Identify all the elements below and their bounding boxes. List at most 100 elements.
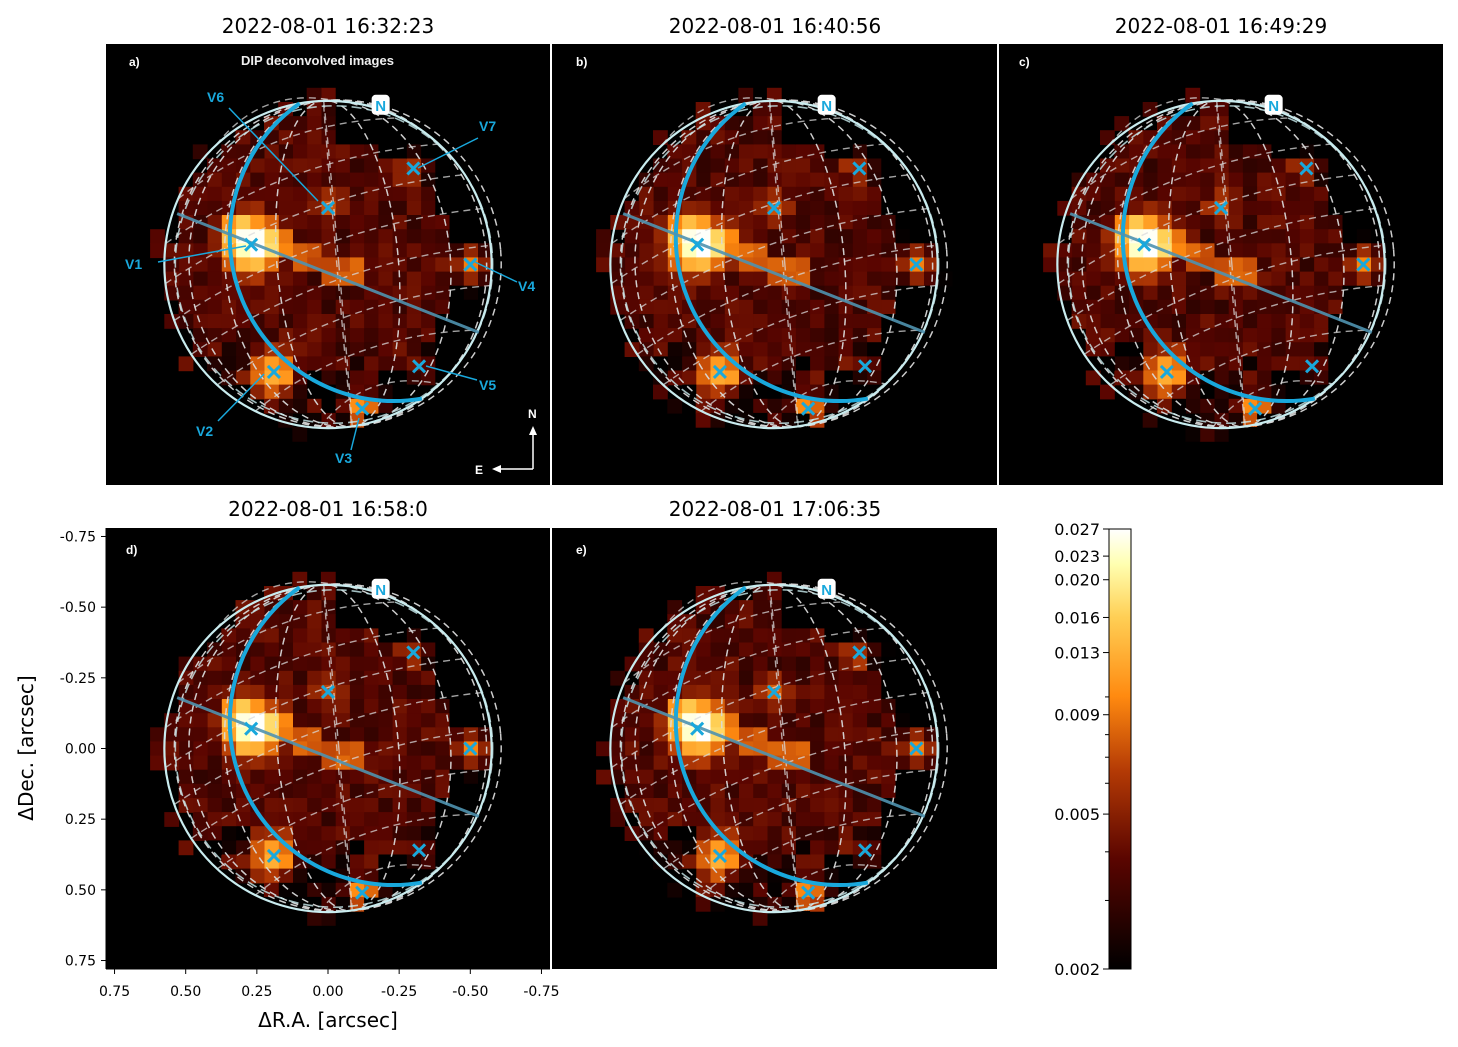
pixel-cell bbox=[738, 271, 754, 287]
pixel-cell bbox=[852, 670, 868, 686]
pixel-cell bbox=[724, 200, 739, 216]
pixel-cell bbox=[264, 299, 279, 315]
pixel-cell bbox=[292, 911, 308, 926]
pixel-cell bbox=[809, 741, 825, 757]
pixel-cell bbox=[852, 642, 868, 658]
pixel-cell bbox=[923, 670, 939, 686]
pixel-cell bbox=[406, 130, 422, 145]
pixel-cell bbox=[463, 314, 478, 329]
pixel-cell bbox=[937, 257, 953, 273]
pixel-cell bbox=[895, 243, 910, 259]
pixel-cell bbox=[1142, 158, 1158, 174]
pixel-cell bbox=[1199, 271, 1215, 287]
pixel-cell bbox=[335, 412, 350, 428]
pixel-cell bbox=[420, 398, 436, 414]
pixel-cell bbox=[1327, 186, 1343, 202]
pixel-cell bbox=[795, 656, 811, 672]
pixel-cell bbox=[1199, 384, 1215, 400]
pixel-cell bbox=[335, 186, 350, 202]
pixel-cell bbox=[1327, 328, 1343, 343]
pixel-cell bbox=[1199, 116, 1215, 131]
pixel-cell bbox=[349, 670, 365, 686]
pixel-cell bbox=[363, 356, 379, 372]
pixel-cell bbox=[264, 229, 279, 244]
marker-stroke bbox=[766, 684, 782, 700]
pixel-cell bbox=[377, 200, 393, 216]
pixel-cell bbox=[349, 257, 365, 273]
pixel-cell bbox=[1085, 271, 1101, 287]
pixel-cell bbox=[1142, 172, 1158, 188]
volcano-marker-v4 bbox=[463, 741, 478, 756]
pixel-cell bbox=[1213, 285, 1229, 301]
pixel-cell bbox=[392, 826, 407, 841]
pixel-cell bbox=[320, 854, 336, 870]
volcano-marker-v1 bbox=[690, 237, 705, 252]
disk-layer: N bbox=[552, 528, 997, 969]
pixel-cell bbox=[306, 642, 322, 658]
pixel-cell bbox=[866, 812, 882, 827]
pixel-cell bbox=[1299, 285, 1315, 301]
pixel-cell bbox=[449, 299, 464, 315]
pixel-cell bbox=[795, 812, 811, 827]
pixel-cell bbox=[766, 727, 782, 743]
pixel-cell bbox=[681, 741, 697, 757]
pixel-cell bbox=[738, 684, 754, 700]
pixel-cell bbox=[724, 158, 739, 174]
pixel-cell bbox=[738, 285, 754, 301]
pixel-cell bbox=[710, 798, 725, 813]
pixel-cell bbox=[292, 130, 308, 145]
pixel-cell bbox=[667, 642, 683, 658]
pixel-cell bbox=[406, 812, 422, 827]
pixel-cell bbox=[1185, 130, 1201, 145]
pixel-cell bbox=[235, 812, 251, 827]
colorbar bbox=[1108, 528, 1132, 970]
pixel-cell bbox=[1185, 398, 1201, 414]
pixel-cell bbox=[795, 586, 811, 601]
pixel-cell bbox=[638, 769, 654, 785]
pixel-cell bbox=[653, 798, 668, 813]
x-tick-label: -0.25 bbox=[381, 984, 417, 1000]
pixel-cell bbox=[150, 741, 165, 757]
marker-stroke bbox=[412, 843, 427, 858]
pixel-cell bbox=[1313, 314, 1329, 329]
pixel-cell bbox=[823, 130, 839, 145]
pixel-cell bbox=[406, 741, 422, 757]
pixel-cell bbox=[264, 398, 279, 414]
pixel-cell bbox=[306, 868, 322, 884]
latitude-line bbox=[611, 173, 911, 285]
pixel-cell bbox=[909, 769, 924, 785]
pixel-cell bbox=[320, 102, 336, 117]
pixel-cell bbox=[653, 243, 668, 259]
pixel-cell bbox=[292, 642, 308, 658]
pixel-cell bbox=[638, 229, 654, 244]
pixel-cell bbox=[795, 200, 811, 216]
pixel-cell bbox=[895, 370, 910, 386]
volcano-labels: V1 V2 V3 V4 V5 V6 V7 bbox=[125, 89, 535, 466]
pixel-cell bbox=[235, 614, 251, 629]
pixel-cell bbox=[738, 186, 754, 202]
pixel-cell bbox=[880, 243, 896, 259]
pixel-cell bbox=[1142, 299, 1158, 315]
pixel-cell bbox=[264, 200, 279, 216]
north-pole-marker: N bbox=[817, 94, 836, 115]
pixel-cell bbox=[349, 243, 365, 259]
pixel-cell bbox=[320, 727, 336, 743]
pixel-cell bbox=[1342, 200, 1357, 216]
pixel-cell bbox=[249, 215, 265, 230]
pixel-cell bbox=[235, 370, 251, 386]
pixel-cell bbox=[681, 243, 697, 259]
pixel-cell bbox=[624, 243, 640, 259]
pixel-cell bbox=[406, 642, 422, 658]
pixel-cell bbox=[420, 314, 436, 329]
pixel-cell bbox=[1299, 243, 1315, 259]
pixel-cell bbox=[292, 398, 308, 414]
pixel-cell bbox=[335, 215, 350, 230]
pixel-cell bbox=[406, 755, 422, 771]
pixel-cell bbox=[377, 144, 393, 160]
pixel-cell bbox=[1270, 342, 1286, 357]
pixel-cell bbox=[738, 215, 754, 230]
pixel-cell bbox=[781, 896, 796, 912]
pixel-cell bbox=[638, 798, 654, 813]
pixel-cell bbox=[235, 628, 251, 644]
pixel-cell bbox=[638, 314, 654, 329]
